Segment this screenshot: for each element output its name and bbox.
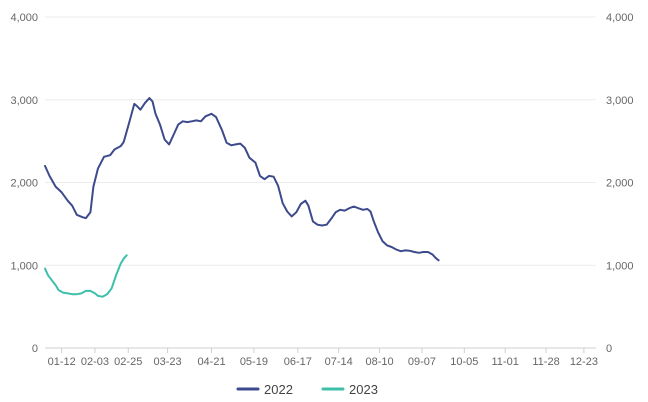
x-tick-label: 12-23 <box>570 356 598 368</box>
x-tick-label: 07-14 <box>325 356 353 368</box>
x-tick-label: 02-03 <box>81 356 109 368</box>
series-line-2023 <box>44 254 128 298</box>
x-tick-label: 05-19 <box>240 356 268 368</box>
legend-label: 2023 <box>349 382 378 397</box>
x-tick-label: 03-23 <box>154 356 182 368</box>
y-tick-label-right: 3,000 <box>606 95 634 107</box>
series-lines <box>44 97 440 298</box>
y-tick-label-left: 3,000 <box>10 95 38 107</box>
x-tick-label: 11-28 <box>532 356 559 368</box>
y-tick-label-left: 1,000 <box>10 260 38 272</box>
x-tick-label: 08-10 <box>365 356 393 368</box>
y-tick-label-left: 4,000 <box>10 12 38 24</box>
legend-item-2023[interactable]: 2023 <box>321 382 378 397</box>
y-tick-label-right: 2,000 <box>606 178 634 190</box>
y-tick-label-right: 1,000 <box>606 260 634 272</box>
series-line-2022 <box>44 97 440 262</box>
x-tick-label: 06-17 <box>284 356 312 368</box>
gridlines <box>45 16 596 349</box>
legend-label: 2022 <box>264 382 293 397</box>
y-tick-label-right: 0 <box>606 343 612 355</box>
x-tick-label: 09-07 <box>408 356 436 368</box>
x-tick-label: 02-25 <box>114 356 142 368</box>
x-axis: 01-12 02-03 02-25 03-23 04-21 05-19 06-17 07-14… <box>48 348 598 368</box>
y-axis-right: 0 1,000 2,000 3,000 4,000 <box>606 12 634 355</box>
y-axis-left: 0 1,000 2,000 3,000 4,000 <box>10 12 38 355</box>
y-tick-label-left: 2,000 <box>10 178 38 190</box>
legend-item-2022[interactable]: 2022 <box>236 382 293 397</box>
x-tick-label: 11-01 <box>492 356 519 368</box>
x-tick-label: 04-21 <box>197 356 225 368</box>
legend: 2022 2023 <box>236 382 378 397</box>
x-tick-label: 10-05 <box>450 356 478 368</box>
y-tick-label-left: 0 <box>32 343 38 355</box>
y-tick-label-right: 4,000 <box>606 12 634 24</box>
x-tick-label: 01-12 <box>48 356 76 368</box>
